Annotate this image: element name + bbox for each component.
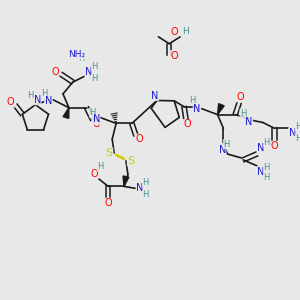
- Text: H: H: [91, 62, 98, 71]
- Text: H: H: [89, 108, 96, 117]
- Polygon shape: [218, 104, 224, 115]
- Text: N: N: [93, 115, 100, 124]
- Text: O: O: [91, 169, 98, 178]
- Text: H: H: [189, 96, 195, 105]
- Polygon shape: [123, 176, 129, 186]
- Text: O: O: [93, 119, 100, 129]
- Text: O: O: [104, 198, 112, 208]
- Text: H: H: [223, 140, 230, 148]
- Text: N: N: [136, 183, 143, 194]
- Text: NH₂: NH₂: [68, 50, 85, 59]
- Text: H: H: [79, 54, 85, 63]
- Text: H: H: [263, 163, 270, 172]
- Text: H: H: [240, 109, 246, 118]
- Text: H: H: [295, 122, 300, 131]
- Text: H: H: [142, 178, 149, 187]
- Text: N: N: [257, 143, 265, 153]
- Text: S: S: [127, 156, 134, 166]
- Text: H: H: [182, 27, 188, 36]
- Text: O: O: [183, 119, 191, 129]
- Text: O: O: [170, 27, 178, 37]
- Text: H: H: [91, 74, 98, 83]
- Text: N: N: [193, 104, 200, 114]
- Text: O: O: [136, 134, 144, 144]
- Text: H: H: [27, 92, 34, 100]
- Text: O: O: [236, 92, 244, 102]
- Text: H: H: [263, 173, 270, 182]
- Text: O: O: [271, 141, 278, 151]
- Text: N: N: [289, 128, 296, 138]
- Text: N: N: [219, 145, 226, 155]
- Text: H: H: [41, 89, 47, 98]
- Text: N: N: [151, 91, 159, 100]
- Text: O: O: [7, 98, 14, 107]
- Text: O: O: [51, 67, 59, 77]
- Text: H: H: [97, 162, 103, 171]
- Text: N: N: [257, 167, 265, 177]
- Text: S: S: [106, 148, 113, 158]
- Text: N: N: [245, 118, 253, 128]
- Text: O: O: [170, 50, 178, 61]
- Polygon shape: [63, 108, 69, 118]
- Text: H: H: [263, 138, 270, 147]
- Text: H: H: [142, 190, 149, 199]
- Text: N: N: [44, 96, 52, 106]
- Text: H: H: [295, 134, 300, 143]
- Text: N: N: [85, 67, 92, 77]
- Text: N: N: [34, 95, 41, 105]
